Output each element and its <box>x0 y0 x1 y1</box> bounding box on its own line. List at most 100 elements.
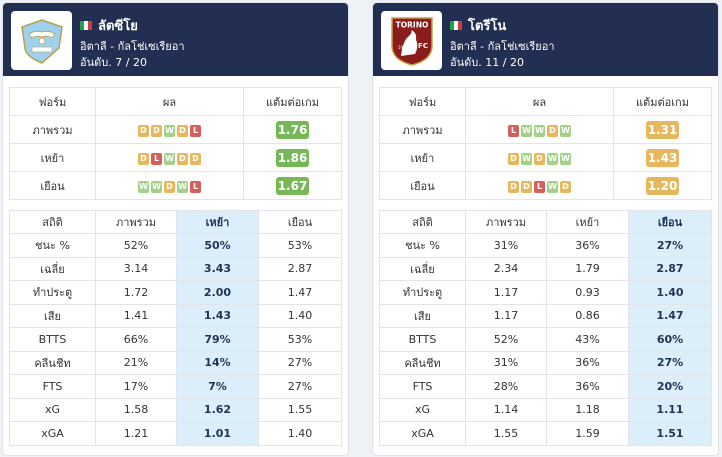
form-result-badge[interactable]: D <box>547 124 558 137</box>
stat-label: xG <box>9 397 96 422</box>
ppg-badge: 1.86 <box>276 148 309 167</box>
stat-value: 27% <box>258 350 342 375</box>
form-result-badge[interactable]: W <box>177 180 188 193</box>
form-result-badge[interactable]: L <box>190 180 201 193</box>
stats-column-header: เหย้า <box>546 210 629 234</box>
stat-value: 1.40 <box>258 303 342 328</box>
stat-value: 50% <box>176 233 259 258</box>
form-result-badge[interactable]: L <box>508 124 519 137</box>
stats-column-header: เยือน <box>628 210 712 234</box>
form-result-badge[interactable]: D <box>151 124 162 137</box>
stat-label: xG <box>379 397 466 422</box>
stats-row: คลีนชีท 31% 36% 27% <box>379 350 712 375</box>
stat-value: 1.41 <box>95 303 177 328</box>
stat-value: 66% <box>95 327 177 352</box>
stat-label: เสีย <box>379 303 466 328</box>
form-result-badge[interactable]: W <box>521 124 532 137</box>
stat-value: 1.14 <box>465 397 547 422</box>
stat-value: 1.40 <box>628 280 712 305</box>
form-result-badge[interactable]: W <box>547 180 558 193</box>
stats-row: ชนะ % 31% 36% 27% <box>379 233 712 258</box>
form-result-badge[interactable]: W <box>534 124 545 137</box>
stat-label: xGA <box>9 421 96 446</box>
form-result-badge[interactable]: W <box>164 124 175 137</box>
form-result-badge[interactable]: D <box>138 152 149 165</box>
stat-value: 36% <box>546 374 629 399</box>
stats-row: ทำประตู 1.17 0.93 1.40 <box>379 280 712 305</box>
stat-value: 1.72 <box>95 280 177 305</box>
form-result-badge[interactable]: W <box>164 152 175 165</box>
stat-value: 43% <box>546 327 629 352</box>
stat-label: ทำประตู <box>9 280 96 305</box>
team-card-lazio: ลัตซีโย อิตาลี - กัลโช่เซเรียอา อันดับ. … <box>3 3 348 455</box>
stat-value: 20% <box>628 374 712 399</box>
form-result-badge[interactable]: D <box>534 152 545 165</box>
stats-row: BTTS 52% 43% 60% <box>379 327 712 352</box>
team-name[interactable]: โตรีโน <box>468 19 507 34</box>
team-name[interactable]: ลัตซีโย <box>98 19 138 34</box>
stat-value: 1.55 <box>258 397 342 422</box>
stat-value: 53% <box>258 233 342 258</box>
form-result-badge[interactable]: W <box>560 124 571 137</box>
stat-value: 14% <box>176 350 259 375</box>
stats-column-header: ภาพรวม <box>95 210 177 234</box>
form-result-badge[interactable]: D <box>521 180 532 193</box>
form-row-label: ภาพรวม <box>9 115 96 144</box>
form-result-badge[interactable]: L <box>190 124 201 137</box>
stats-row: xGA 1.55 1.59 1.51 <box>379 421 712 446</box>
stat-value: 28% <box>465 374 547 399</box>
form-row-label: เหย้า <box>379 143 466 172</box>
team-league: อิตาลี - กัลโช่เซเรียอา <box>450 40 555 53</box>
form-result-badge[interactable]: W <box>138 180 149 193</box>
form-result-badge[interactable]: D <box>508 180 519 193</box>
form-result-badge[interactable]: W <box>151 180 162 193</box>
team-card-torino: TORINO FC 1906 โตรีโน อิตาลี - กัลโช่เซเ… <box>373 3 718 455</box>
stat-label: เฉลี่ย <box>9 256 96 281</box>
form-result-badge[interactable]: D <box>164 180 175 193</box>
form-result-badge[interactable]: D <box>508 152 519 165</box>
stat-label: FTS <box>9 374 96 399</box>
stat-value: 1.18 <box>546 397 629 422</box>
form-result-badge[interactable]: D <box>560 180 571 193</box>
form-header: ฟอร์ม <box>9 87 96 116</box>
form-result-badge[interactable]: D <box>177 152 188 165</box>
form-header: ฟอร์ม <box>379 87 466 116</box>
form-row-label: เยือน <box>379 171 466 200</box>
form-row-label: เยือน <box>9 171 96 200</box>
crest-text: TORINO <box>395 20 428 29</box>
ppg-badge: 1.20 <box>646 176 679 195</box>
crest-text: 1906 <box>397 45 408 50</box>
ppg-header: แต้มต่อเกม <box>243 87 342 116</box>
stats-row: ทำประตู 1.72 2.00 1.47 <box>9 280 342 305</box>
form-row-label: เหย้า <box>9 143 96 172</box>
form-row-label: ภาพรวม <box>379 115 466 144</box>
form-result-badge[interactable]: W <box>547 152 558 165</box>
stat-value: 36% <box>546 350 629 375</box>
lazio-crest-icon[interactable] <box>11 11 72 70</box>
form-result-badge[interactable]: W <box>560 152 571 165</box>
stats-row: FTS 17% 7% 27% <box>9 374 342 399</box>
crest-text: FC <box>418 42 428 50</box>
team-header: ลัตซีโย อิตาลี - กัลโช่เซเรียอา อันดับ. … <box>3 3 348 76</box>
form-result-badge[interactable]: D <box>138 124 149 137</box>
torino-crest-icon[interactable]: TORINO FC 1906 <box>381 11 442 70</box>
stat-value: 1.55 <box>465 421 547 446</box>
team-rank: อันดับ. 7 / 20 <box>80 56 147 69</box>
stat-value: 1.79 <box>546 256 629 281</box>
form-result-badge[interactable]: W <box>521 152 532 165</box>
form-result-badge[interactable]: D <box>177 124 188 137</box>
stat-value: 1.51 <box>628 421 712 446</box>
form-result-badge[interactable]: L <box>151 152 162 165</box>
stat-value: 53% <box>258 327 342 352</box>
stat-value: 1.21 <box>95 421 177 446</box>
stats-row: ชนะ % 52% 50% 53% <box>9 233 342 258</box>
stat-label: คลีนชีท <box>379 350 466 375</box>
form-result-badge[interactable]: D <box>190 152 201 165</box>
stat-value: 2.87 <box>258 256 342 281</box>
form-result-badge[interactable]: L <box>534 180 545 193</box>
